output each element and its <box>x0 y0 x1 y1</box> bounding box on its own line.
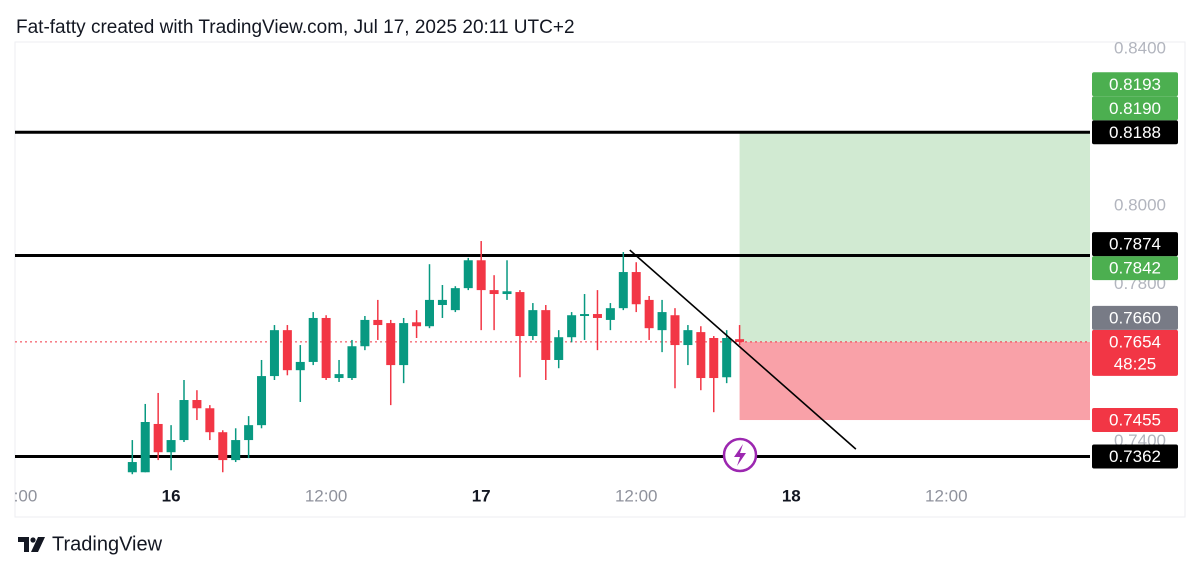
candle-body <box>735 339 745 342</box>
x-tick-label: 18 <box>782 486 801 505</box>
candle-body <box>670 315 680 346</box>
countdown: 48:25 <box>1114 354 1157 373</box>
candle-body <box>476 260 486 291</box>
price-label: 0.8193 <box>1109 75 1161 94</box>
candle-body <box>347 346 357 379</box>
candle-body <box>386 323 396 366</box>
x-tick-label: 12:00 <box>925 486 968 505</box>
candle-body <box>179 400 189 441</box>
price-label-box <box>1092 444 1178 469</box>
price-label: 0.7654 <box>1109 332 1161 351</box>
alert-icon <box>722 437 758 473</box>
candle-body <box>631 272 641 305</box>
x-tick-label: 12:00 <box>305 486 348 505</box>
brand-logo <box>31 537 45 552</box>
profit-zone <box>739 132 1090 342</box>
brand: TradingView <box>18 533 163 555</box>
candle-body <box>683 330 693 346</box>
candle-body <box>709 337 719 379</box>
trend-line <box>629 249 857 450</box>
x-axis: 12:00 16 12:00 17 12:00 18 12:00 <box>0 486 968 505</box>
x-tick-label: 12:00 <box>0 486 37 505</box>
brand-logo <box>30 537 36 543</box>
candle-body <box>696 332 706 379</box>
candle-body <box>140 422 150 473</box>
y-tick-label: 0.8000 <box>1114 196 1166 215</box>
candle-body <box>450 288 460 311</box>
candle-body <box>644 299 654 329</box>
price-label: 0.8188 <box>1109 123 1161 142</box>
candle-body <box>218 432 228 461</box>
price-labels: 0.7362 0.7455 0.7654 48:25 0.7660 0.7842 0.787… <box>1092 72 1178 469</box>
candle-body <box>567 315 577 338</box>
candle-body <box>502 291 512 295</box>
candle-body <box>282 330 292 371</box>
price-label: 0.7660 <box>1109 308 1161 327</box>
chart-frame <box>14 41 1186 518</box>
candle-body <box>360 319 370 347</box>
candle-body <box>308 317 318 362</box>
candle-body <box>295 361 305 371</box>
candle-body <box>257 376 267 426</box>
candle-body <box>399 323 409 366</box>
x-tick-label: 17 <box>472 486 491 505</box>
price-label-box <box>1092 120 1178 145</box>
price-label: 0.7874 <box>1109 235 1161 254</box>
x-tick-label: 16 <box>162 486 181 505</box>
candle-body <box>657 312 667 331</box>
candle-body <box>153 423 163 453</box>
x-tick-label: 12:00 <box>615 486 658 505</box>
header-text: Fat-fatty created with TradingView.com, … <box>16 17 575 38</box>
candle-body <box>412 322 422 327</box>
brand-name: TradingView <box>52 533 163 555</box>
price-label-box <box>1092 329 1178 376</box>
price-label: 0.8190 <box>1109 99 1161 118</box>
candle-body <box>424 299 434 327</box>
candle-body <box>618 272 628 309</box>
price-label-box <box>1092 72 1178 97</box>
candle-body <box>269 330 279 377</box>
price-label: 0.7842 <box>1109 259 1161 278</box>
candle-body <box>231 440 241 461</box>
candle-body <box>605 308 615 320</box>
price-label-box <box>1092 408 1178 433</box>
candle-body <box>373 319 383 326</box>
candle-body <box>192 400 202 409</box>
candle-body <box>541 310 551 360</box>
candle-body <box>528 310 538 337</box>
candle-body <box>166 440 176 453</box>
candle-body <box>334 374 344 379</box>
plot-area <box>15 130 1090 475</box>
alert-bolt <box>734 444 746 466</box>
candle-body <box>437 299 447 306</box>
candle-body <box>463 260 473 289</box>
candle-body <box>554 337 564 360</box>
candle-body <box>515 292 525 337</box>
candle-body <box>580 314 590 317</box>
candle-body <box>592 314 602 318</box>
candle-body <box>127 462 137 473</box>
price-label: 0.7455 <box>1109 411 1161 430</box>
candle-body <box>244 425 254 441</box>
brand-logo <box>18 537 29 552</box>
price-label-box <box>1092 232 1178 257</box>
price-label-box <box>1092 256 1178 281</box>
candle-body <box>321 317 331 379</box>
price-label: 0.7362 <box>1109 447 1161 466</box>
price-label-box <box>1092 96 1178 121</box>
loss-zone <box>739 341 1090 421</box>
candle-body <box>722 337 732 378</box>
candle-body <box>489 290 499 295</box>
y-tick-label: 0.8400 <box>1114 39 1166 58</box>
price-label-box <box>1092 305 1178 330</box>
candle-body <box>205 408 215 433</box>
